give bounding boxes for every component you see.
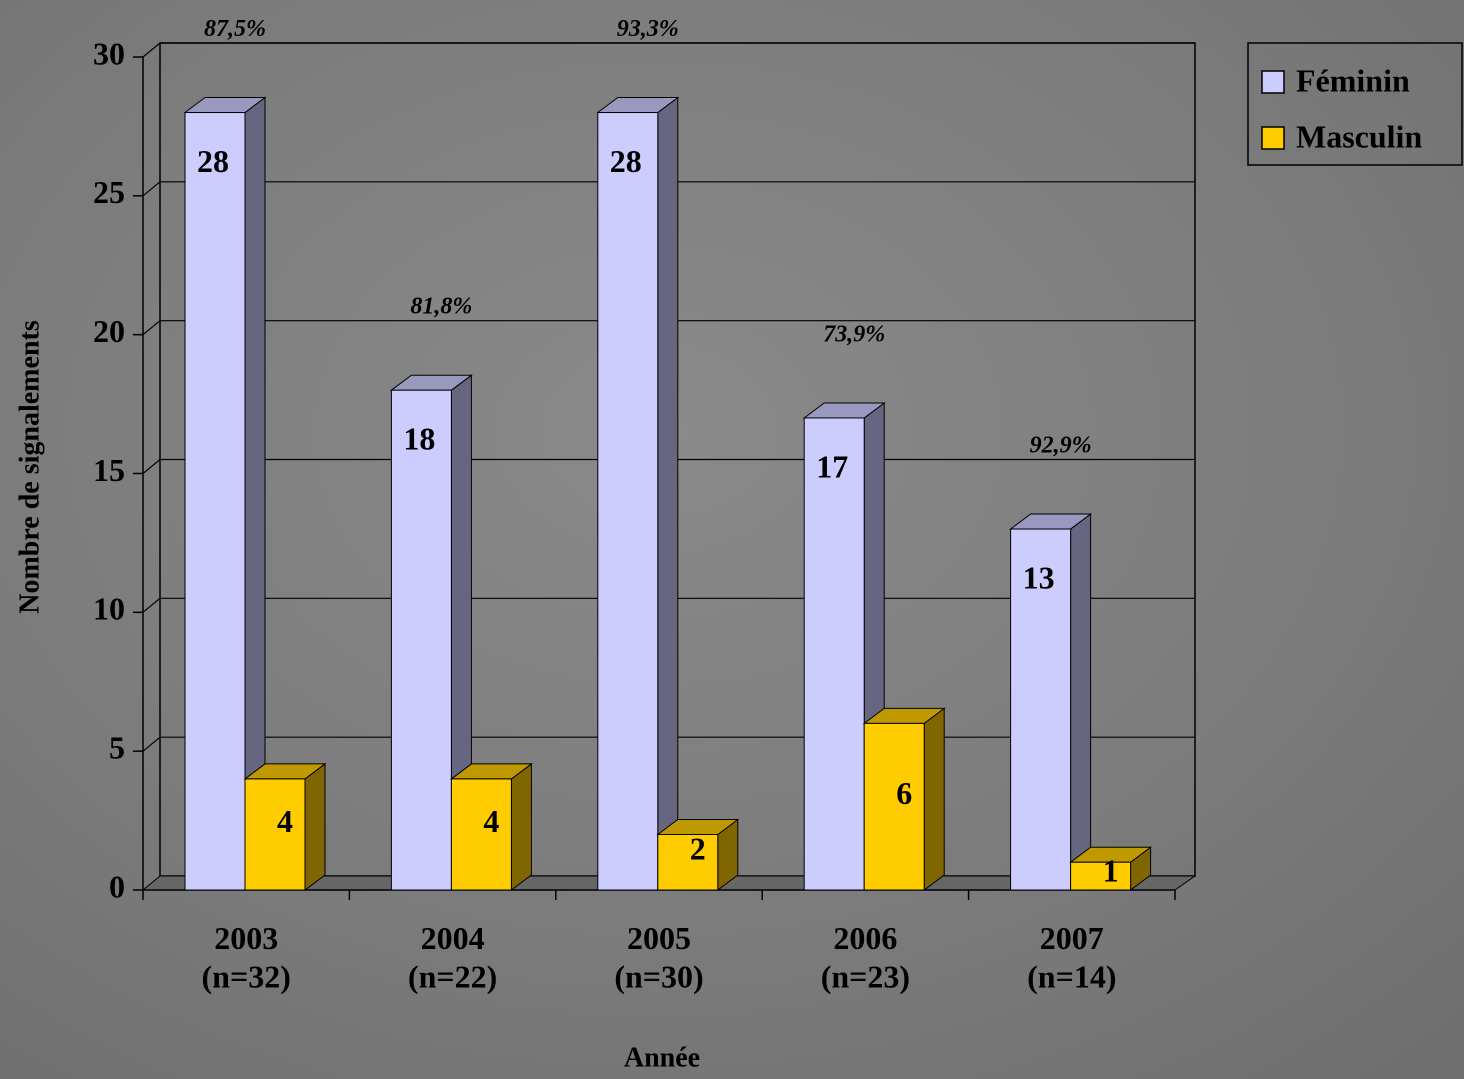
bar-side (923, 707, 945, 891)
bar-front (184, 112, 246, 891)
x-tick-label: 2006 (n=23) (821, 920, 910, 994)
grid-line-side (142, 459, 161, 474)
legend-box (1247, 42, 1463, 166)
legend-label: Féminin (1296, 62, 1410, 98)
data-label: 13 (1023, 559, 1055, 595)
y-tick-label: 20 (93, 313, 125, 349)
bar-side (1070, 513, 1092, 891)
grid-line-side (142, 736, 161, 752)
bar (802, 401, 886, 891)
legend-swatch (1261, 70, 1285, 94)
bar-side (510, 762, 532, 891)
grid-line-side (142, 320, 161, 336)
annotation: 87,5% (204, 16, 266, 42)
x-axis-title: Année (624, 1042, 700, 1073)
bar-front (597, 112, 659, 891)
bar-side (657, 96, 679, 891)
data-label: 2 (690, 831, 706, 867)
data-label: 4 (483, 803, 499, 839)
x-tick-label: 2004 (n=22) (408, 920, 497, 994)
bar-front (244, 778, 306, 891)
data-label: 17 (816, 448, 848, 484)
grid-line-side (142, 42, 161, 58)
bar (596, 96, 680, 891)
y-tick-label: 15 (93, 452, 125, 488)
bar-front (863, 722, 925, 891)
annotation: 73,9% (823, 321, 885, 347)
bar (389, 374, 473, 891)
y-tick-label: 5 (109, 730, 125, 766)
bar (1069, 846, 1153, 891)
y-tick-label: 25 (93, 174, 125, 210)
bar (183, 96, 267, 891)
legend-swatch (1261, 126, 1285, 150)
x-tick-label: 2005 (n=30) (614, 920, 703, 994)
bar (862, 707, 946, 891)
data-label: 28 (610, 143, 642, 179)
legend-label: Masculin (1296, 118, 1422, 154)
bar-front (803, 417, 865, 891)
y-tick-label: 30 (93, 35, 125, 71)
bar (449, 762, 533, 891)
bar-front (1010, 528, 1072, 891)
data-label: 18 (403, 421, 435, 457)
data-label: 1 (1103, 852, 1119, 888)
annotation: 93,3% (617, 16, 679, 42)
data-label: 28 (197, 143, 229, 179)
bar-front (1070, 861, 1132, 891)
grid-line-side (142, 181, 161, 197)
grid-line-side (142, 597, 161, 613)
bar (243, 762, 327, 891)
bar (656, 818, 740, 891)
annotation: 81,8% (410, 294, 472, 320)
bar (1009, 513, 1093, 891)
bar-front (657, 833, 719, 891)
data-label: 4 (277, 803, 293, 839)
annotation: 92,9% (1030, 433, 1092, 459)
y-axis-title: Nombre de signalements (14, 320, 45, 614)
x-tick-label: 2003 (n=32) (202, 920, 291, 994)
bar-front (450, 778, 512, 891)
data-label: 6 (896, 775, 912, 811)
bar-side (304, 762, 326, 891)
y-tick-label: 10 (93, 591, 125, 627)
y-tick-label: 0 (109, 868, 125, 904)
x-tick-label: 2007 (n=14) (1027, 920, 1116, 994)
bar-front (390, 389, 452, 891)
